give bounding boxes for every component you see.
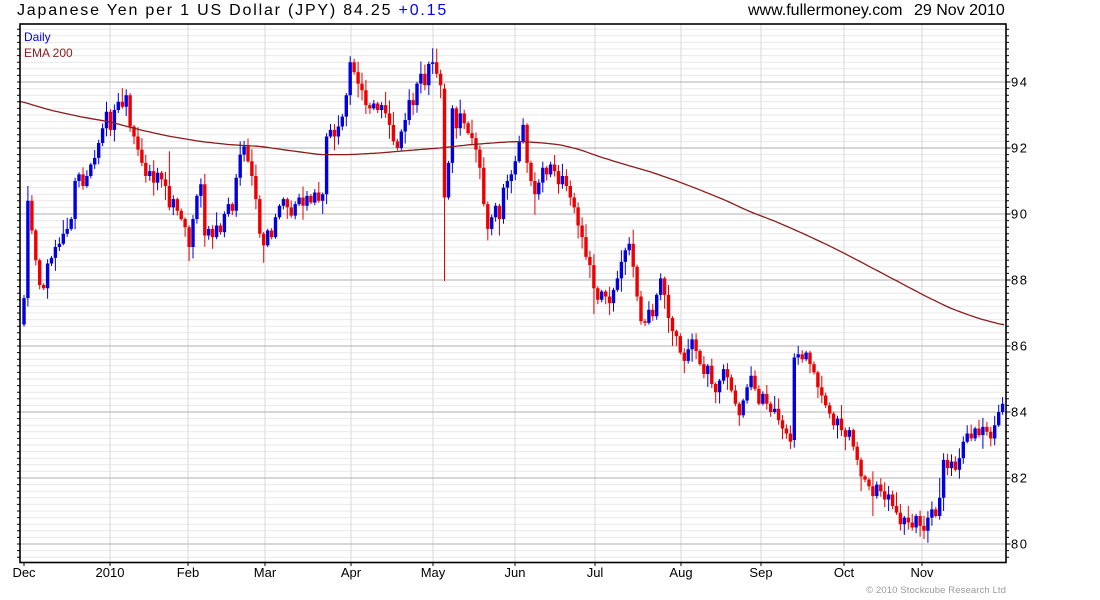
svg-text:86: 86	[1011, 339, 1028, 354]
svg-text:Sep: Sep	[749, 565, 772, 580]
svg-text:82: 82	[1011, 471, 1028, 486]
svg-text:Oct: Oct	[834, 565, 855, 580]
svg-text:May: May	[421, 565, 446, 580]
svg-text:84: 84	[1011, 405, 1028, 420]
svg-text:80: 80	[1011, 537, 1028, 552]
svg-text:www.fullermoney.com: www.fullermoney.com	[747, 2, 902, 19]
svg-text:Mar: Mar	[254, 565, 277, 580]
svg-text:Feb: Feb	[177, 565, 199, 580]
svg-text:Nov: Nov	[910, 565, 934, 580]
svg-text:2010: 2010	[96, 565, 125, 580]
svg-text:Jun: Jun	[505, 565, 526, 580]
svg-text:88: 88	[1011, 273, 1028, 288]
svg-text:Aug: Aug	[669, 565, 692, 580]
svg-text:Jul: Jul	[587, 565, 604, 580]
svg-text:Apr: Apr	[341, 565, 362, 580]
svg-text:Japanese Yen per 1 US Dollar (: Japanese Yen per 1 US Dollar (JPY) 84.25…	[17, 2, 448, 19]
svg-text:Daily: Daily	[24, 30, 51, 44]
svg-text:92: 92	[1011, 141, 1028, 156]
svg-text:90: 90	[1011, 207, 1028, 222]
svg-text:EMA 200: EMA 200	[24, 46, 73, 60]
svg-text:94: 94	[1011, 75, 1028, 90]
svg-text:© 2010 Stockcube Research Ltd: © 2010 Stockcube Research Ltd	[866, 585, 1006, 596]
svg-text:Dec: Dec	[12, 565, 36, 580]
svg-text:29 Nov 2010: 29 Nov 2010	[914, 2, 1005, 19]
